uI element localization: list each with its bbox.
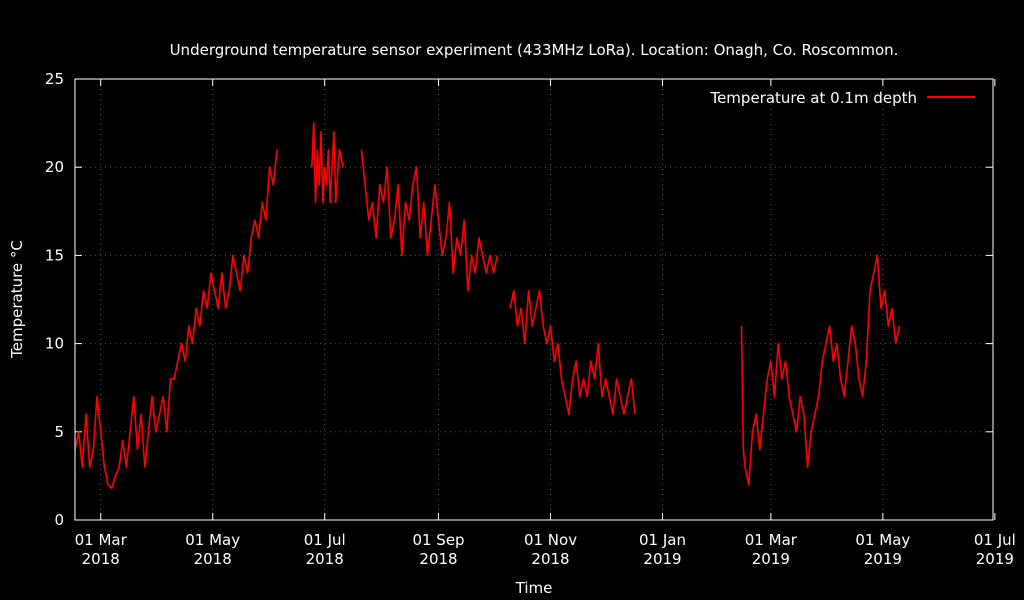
y-tick-label: 20 [45,158,64,176]
legend-label: Temperature at 0.1m depth [709,89,917,107]
y-tick-label: 25 [45,70,64,88]
series-line-segment [311,122,344,204]
grid [75,79,993,520]
x-tick-label: 01 May [855,531,910,549]
series-line-segment [74,149,278,490]
chart-title: Underground temperature sensor experimen… [170,41,899,59]
x-tick-label-year: 2019 [976,550,1014,568]
x-tick-label: 01 Jul [304,531,346,549]
x-tick-label-year: 2018 [419,550,457,568]
y-tick-label: 5 [54,423,64,441]
x-tick-label-year: 2019 [643,550,681,568]
x-tick-label: 01 Jan [639,531,686,549]
x-tick-label: 01 Jul [974,531,1016,549]
x-axis-label: Time [515,579,553,597]
x-tick-label: 01 Sep [412,531,464,549]
x-tick-label-year: 2019 [752,550,790,568]
x-tick-label-year: 2019 [864,550,902,568]
series-line-segment [509,289,636,416]
x-tick-label: 01 Mar [745,531,798,549]
plot-frame [74,78,994,521]
y-tick-label: 0 [54,511,64,529]
y-axis-label: Temperature °C [8,240,26,359]
x-tick-label: 01 Mar [75,531,128,549]
x-tick-label: 01 May [185,531,240,549]
y-tick-label: 15 [45,246,64,264]
series-line-segment [740,254,901,486]
series-line-segment [360,149,499,292]
y-tick-label: 10 [45,335,64,353]
x-tick-label: 01 Nov [524,531,577,549]
x-tick-label-year: 2018 [531,550,569,568]
x-tick-label-year: 2018 [306,550,344,568]
x-tick-label-year: 2018 [82,550,120,568]
x-tick-label-year: 2018 [194,550,232,568]
legend: Temperature at 0.1m depth [709,89,975,107]
series-layer [74,122,901,490]
